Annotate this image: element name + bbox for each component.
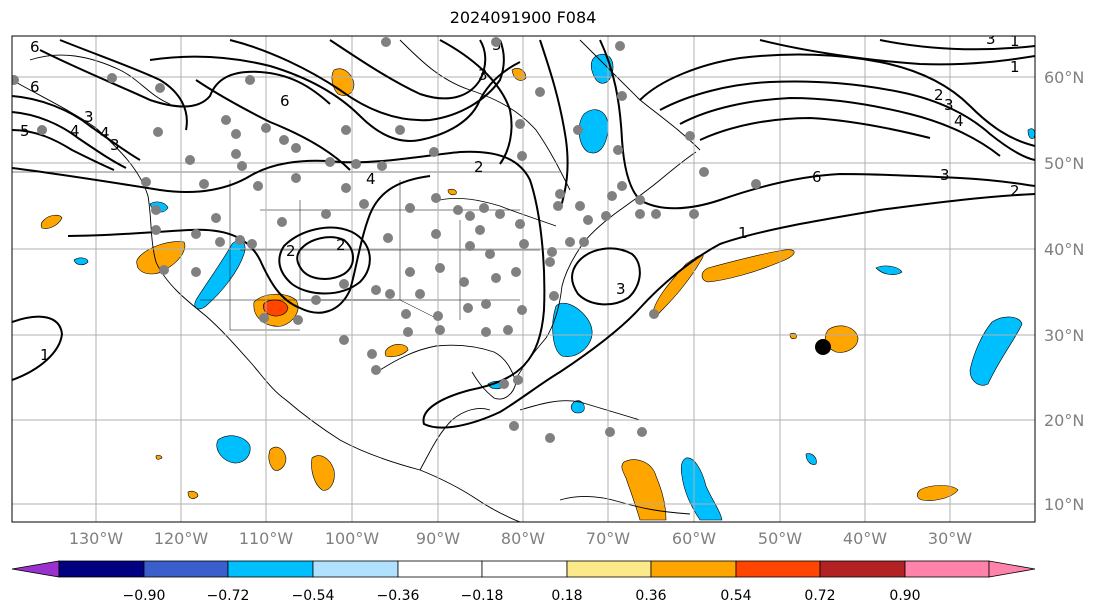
contour-label: 4 xyxy=(366,170,376,188)
lon-label: 130°W xyxy=(69,529,124,548)
orange-region xyxy=(651,254,704,319)
lon-label: 60°W xyxy=(672,529,716,548)
contour-label: 1 xyxy=(1010,58,1020,76)
lon-label: 90°W xyxy=(416,529,460,548)
contour-lines xyxy=(12,39,1035,429)
contour-label: 3 xyxy=(110,136,120,154)
colorbar-tick: −0.36 xyxy=(377,588,420,604)
lat-label: 20°N xyxy=(1044,411,1084,430)
orange-region xyxy=(311,455,335,491)
contour-label: 4 xyxy=(70,122,80,140)
colorbar-tick: 0.18 xyxy=(551,588,582,604)
lon-label: 100°W xyxy=(325,529,380,548)
orange-region xyxy=(789,332,797,340)
contour-label: 4 xyxy=(954,112,964,130)
contour-label: 3 xyxy=(944,96,954,114)
cyan-region xyxy=(969,316,1023,386)
contour-label: 2 xyxy=(286,242,296,260)
orange-region xyxy=(40,214,63,229)
orange-region xyxy=(187,490,199,499)
contour-label: 3 xyxy=(478,66,488,84)
cyan-region xyxy=(194,240,246,310)
contour-label: 1 xyxy=(1010,32,1020,50)
lat-label: 50°N xyxy=(1044,154,1084,173)
contour-label: 1 xyxy=(40,346,50,364)
orange-region xyxy=(262,299,289,317)
colorbar-tick: −0.18 xyxy=(461,588,504,604)
coastlines xyxy=(12,39,701,522)
colorbar-tick: −0.72 xyxy=(207,588,250,604)
contour-label: 2 xyxy=(474,158,484,176)
orange-region xyxy=(916,485,959,501)
storm-center-marker xyxy=(815,339,831,355)
contour-label: 3 xyxy=(84,108,94,126)
colorbar-tick: 0.72 xyxy=(804,588,835,604)
colorbar-tick: −0.54 xyxy=(292,588,335,604)
map-frame xyxy=(11,35,1036,523)
lat-label: 40°N xyxy=(1044,240,1084,259)
contour-label: 6 xyxy=(30,78,40,96)
contour-label: 4 xyxy=(100,124,110,142)
lon-label: 80°W xyxy=(501,529,545,548)
colorbar-tick: −0.90 xyxy=(123,588,166,604)
orange-region xyxy=(621,459,667,521)
lon-label: 110°W xyxy=(239,529,294,548)
cyan-region xyxy=(1027,128,1035,139)
latitude-labels: 60°N 50°N 40°N 30°N 20°N 10°N xyxy=(1044,68,1084,514)
lat-label: 60°N xyxy=(1044,68,1084,87)
lon-label: 70°W xyxy=(586,529,630,548)
lon-label: 50°W xyxy=(758,529,802,548)
cyan-region xyxy=(73,257,89,266)
colorbar-tick: 0.36 xyxy=(635,588,666,604)
contour-label: 6 xyxy=(812,168,822,186)
contour-label: 6 xyxy=(280,92,290,110)
cyan-region xyxy=(805,453,817,465)
contour-label: 2 xyxy=(336,236,346,254)
cyan-region xyxy=(875,265,903,275)
contour-label: 6 xyxy=(30,38,40,56)
anomaly-shading xyxy=(40,54,1035,521)
contour-label: 5 xyxy=(20,122,30,140)
lat-label: 10°N xyxy=(1044,495,1084,514)
orange-region xyxy=(447,188,457,196)
colorbar-extend-low xyxy=(11,560,60,578)
lon-label: 30°W xyxy=(928,529,972,548)
contour-label: 2 xyxy=(1010,182,1020,200)
lat-label: 30°N xyxy=(1044,326,1084,345)
contour-label: 3 xyxy=(940,166,950,184)
longitude-labels: 130°W 120°W 110°W 100°W 90°W 80°W 70°W 6… xyxy=(69,529,972,548)
colorbar-extend-high xyxy=(988,560,1036,578)
lon-label: 120°W xyxy=(154,529,209,548)
lon-label: 40°W xyxy=(843,529,887,548)
contour-label: 3 xyxy=(616,280,626,298)
colorbar-tick: 0.90 xyxy=(889,588,920,604)
contour-label-group: 6 6 5 4 3 4 3 2 1 6 2 3 5 4 1 3 6 3 2 1 … xyxy=(20,30,1020,364)
contour-label: 1 xyxy=(738,224,748,242)
contour-label: 2 xyxy=(934,86,944,104)
station-markers xyxy=(12,37,761,443)
colorbar-ticks: −0.90 −0.72 −0.54 −0.36 −0.18 0.18 0.36 … xyxy=(123,588,921,604)
map-title: 2024091900 F084 xyxy=(449,8,597,27)
cyan-region xyxy=(216,435,251,464)
orange-region xyxy=(155,454,163,460)
contour-label: 3 xyxy=(986,30,996,48)
orange-region xyxy=(268,446,287,471)
colorbar xyxy=(11,560,1036,578)
orange-region xyxy=(384,344,409,358)
colorbar-tick: 0.54 xyxy=(720,588,751,604)
